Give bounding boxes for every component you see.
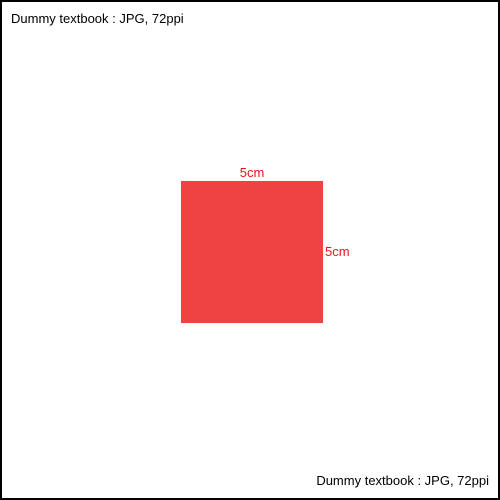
width-dimension-label: 5cm (181, 165, 323, 181)
red-square (181, 181, 323, 323)
caption-bottom: Dummy textbook : JPG, 72ppi (316, 473, 489, 489)
caption-top: Dummy textbook : JPG, 72ppi (11, 11, 184, 27)
height-dimension-label: 5cm (325, 244, 350, 260)
